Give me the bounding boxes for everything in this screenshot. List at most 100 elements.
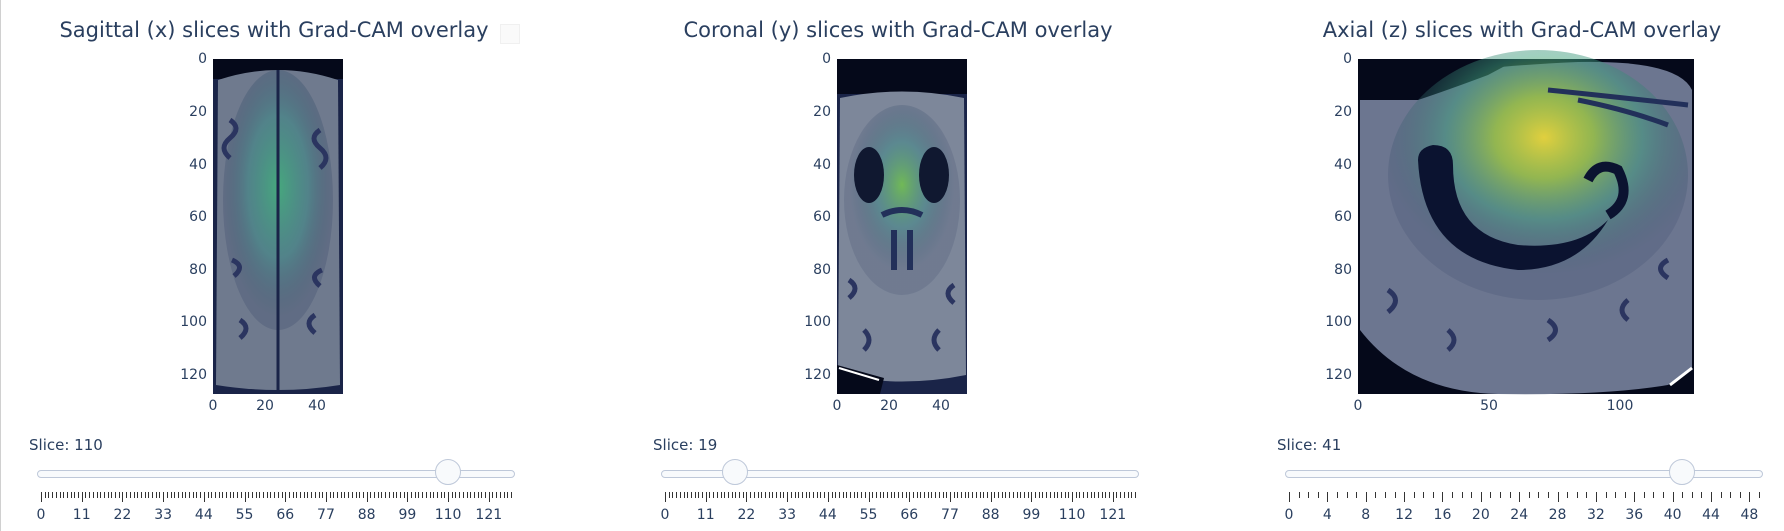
y-tick-label: 0 — [822, 51, 831, 67]
mri-coronal-slice-image — [837, 59, 967, 394]
slider-tick — [448, 492, 450, 502]
x-tick-label: 100 — [1607, 398, 1634, 414]
x-tick-label: 20 — [256, 398, 274, 414]
slider-tick — [44, 492, 46, 498]
slider-tick — [739, 492, 741, 498]
slider-tick — [864, 492, 866, 498]
panel-title: Sagittal (x) slices with Grad-CAM overla… — [59, 18, 489, 42]
slider-tick — [85, 492, 87, 498]
slider-tick — [1031, 492, 1033, 502]
slider-handle[interactable] — [1669, 459, 1696, 485]
slider-tick — [200, 492, 202, 498]
slider-tick — [1131, 492, 1133, 498]
slider-tick — [462, 492, 464, 498]
slider-tick-label: 0 — [1284, 507, 1294, 523]
slider-tick — [403, 492, 405, 498]
slider-tick — [370, 492, 372, 498]
slider-track[interactable] — [1285, 470, 1763, 478]
x-axis: 0 20 40 — [833, 398, 950, 414]
slider-tick — [248, 492, 250, 498]
slider-tick — [52, 492, 54, 498]
slider-tick — [407, 492, 409, 502]
slider-tick — [1105, 492, 1107, 498]
slider-tick — [764, 492, 766, 498]
slider-tick — [399, 492, 401, 498]
slider-handle[interactable] — [435, 459, 462, 485]
slider-tick — [949, 492, 951, 502]
slider-tick — [122, 492, 124, 502]
slider-tick — [392, 492, 394, 498]
slider-tick-label: 33 — [154, 507, 173, 523]
slider-tick — [1547, 492, 1549, 498]
slider-tick — [429, 492, 431, 498]
slider-tick-label: 22 — [737, 507, 756, 523]
slider-tick — [1023, 492, 1025, 498]
slider-tick-label: 24 — [1510, 507, 1529, 523]
y-tick-label: 100 — [804, 314, 831, 330]
slider-tick — [1123, 492, 1125, 498]
y-tick-label: 60 — [189, 209, 207, 225]
slider-tick-label: 0 — [36, 507, 46, 523]
slider-tick — [694, 492, 696, 498]
slider-tick — [1404, 492, 1406, 502]
slider-tick — [233, 492, 235, 498]
slider-tick — [66, 492, 68, 498]
heatmap-plot[interactable]: 0 20 40 60 80 100 120 0 50 100 — [1248, 0, 1784, 414]
y-tick-label: 60 — [813, 209, 831, 225]
slider-tick — [55, 492, 57, 498]
slider-tick — [735, 492, 737, 498]
slider-tick — [975, 492, 977, 498]
slider-track[interactable] — [661, 470, 1139, 478]
slider-tick — [1682, 492, 1684, 498]
slider-tick — [166, 492, 168, 498]
heatmap-plot[interactable]: 0 20 40 60 80 100 120 0 20 40 — [0, 0, 548, 414]
slider-tick — [473, 492, 475, 498]
slider-handle[interactable] — [722, 459, 749, 485]
y-tick-label: 60 — [1334, 209, 1352, 225]
slider-current-value: Slice: 41 — [1277, 436, 1342, 454]
slider-tick — [177, 492, 179, 498]
slider-tick — [894, 492, 896, 498]
slider-tick — [850, 492, 852, 498]
slider-tick — [676, 492, 678, 498]
slider-tick — [333, 492, 335, 498]
slider-tick — [266, 492, 268, 498]
slider-tick — [1086, 492, 1088, 498]
slider-tick — [1413, 492, 1415, 498]
slider-tick — [779, 492, 781, 498]
slider-tick-label: 33 — [778, 507, 797, 523]
slider-tick — [422, 492, 424, 498]
slider-tick — [1461, 492, 1463, 498]
slider-tick — [300, 492, 302, 498]
slider-tick — [842, 492, 844, 498]
slider-tick — [983, 492, 985, 498]
slider-tick — [846, 492, 848, 498]
y-tick-label: 40 — [189, 157, 207, 173]
slider-tick — [994, 492, 996, 498]
slider-tick — [816, 492, 818, 498]
heatmap-plot[interactable]: 0 20 40 60 80 100 120 0 20 40 — [624, 0, 1172, 414]
slider-tick — [385, 492, 387, 498]
slider-tick — [214, 492, 216, 498]
legend-toggle[interactable] — [500, 24, 520, 44]
slider-tick — [1730, 492, 1732, 498]
slider-tick-label: 121 — [1099, 507, 1127, 523]
slider-tick — [281, 492, 283, 498]
y-axis: 0 20 40 60 80 100 120 — [1325, 51, 1352, 383]
slider-tick — [129, 492, 131, 498]
y-tick-label: 80 — [189, 262, 207, 278]
slider-tick — [1317, 492, 1319, 498]
slider-tick — [831, 492, 833, 498]
slider-tick — [485, 492, 487, 498]
slider-tick-label: 0 — [660, 507, 670, 523]
slider-tick — [1120, 492, 1122, 498]
slider-tick — [1490, 492, 1492, 498]
x-axis: 0 50 100 — [1354, 398, 1634, 414]
slider-tick — [690, 492, 692, 498]
slider-tick — [820, 492, 822, 498]
slider-tick — [89, 492, 91, 498]
slider-tick — [887, 492, 889, 498]
slider-track[interactable] — [37, 470, 515, 478]
slider-tick — [307, 492, 309, 498]
slider-tick — [1046, 492, 1048, 498]
